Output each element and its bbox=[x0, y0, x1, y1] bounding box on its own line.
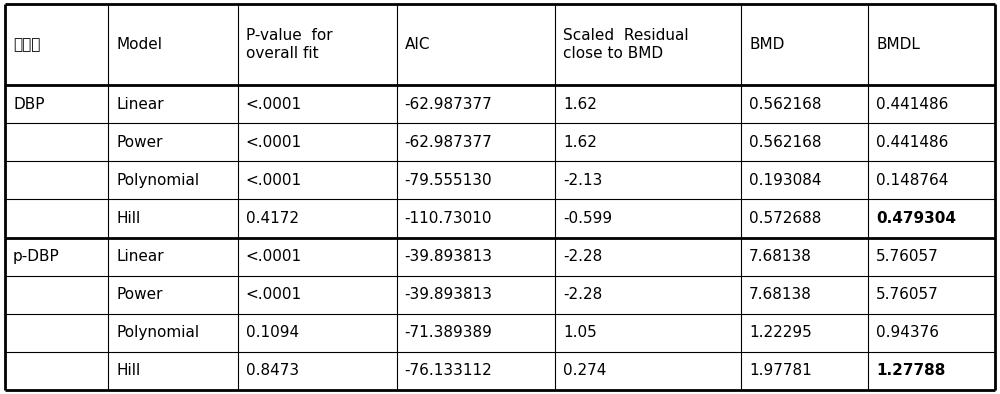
Text: -2.13: -2.13 bbox=[563, 173, 603, 188]
Text: Power: Power bbox=[116, 135, 163, 150]
Text: 7.68138: 7.68138 bbox=[749, 249, 812, 264]
Text: 1.62: 1.62 bbox=[563, 135, 597, 150]
Text: 0.562168: 0.562168 bbox=[749, 135, 822, 150]
Text: Linear: Linear bbox=[116, 249, 164, 264]
Text: 0.148764: 0.148764 bbox=[876, 173, 948, 188]
Text: -0.599: -0.599 bbox=[563, 211, 612, 226]
Text: 1.62: 1.62 bbox=[563, 97, 597, 112]
Text: 0.441486: 0.441486 bbox=[876, 135, 948, 150]
Text: Scaled  Residual
close to BMD: Scaled Residual close to BMD bbox=[563, 28, 689, 61]
Text: <.0001: <.0001 bbox=[246, 173, 302, 188]
Text: -71.389389: -71.389389 bbox=[405, 325, 492, 340]
Text: Hill: Hill bbox=[116, 364, 141, 379]
Text: 1.22295: 1.22295 bbox=[749, 325, 812, 340]
Text: AIC: AIC bbox=[405, 37, 430, 52]
Text: Linear: Linear bbox=[116, 97, 164, 112]
Text: 0.1094: 0.1094 bbox=[246, 325, 299, 340]
Text: <.0001: <.0001 bbox=[246, 97, 302, 112]
Text: Model: Model bbox=[116, 37, 162, 52]
Text: 0.4172: 0.4172 bbox=[246, 211, 299, 226]
Text: 受试物: 受试物 bbox=[13, 37, 40, 52]
Text: -62.987377: -62.987377 bbox=[405, 97, 492, 112]
Text: -39.893813: -39.893813 bbox=[405, 249, 493, 264]
Text: 0.8473: 0.8473 bbox=[246, 364, 299, 379]
Text: 0.572688: 0.572688 bbox=[749, 211, 821, 226]
Text: 0.94376: 0.94376 bbox=[876, 325, 939, 340]
Text: 1.97781: 1.97781 bbox=[749, 364, 812, 379]
Text: Polynomial: Polynomial bbox=[116, 325, 200, 340]
Text: 5.76057: 5.76057 bbox=[876, 287, 939, 302]
Text: <.0001: <.0001 bbox=[246, 287, 302, 302]
Text: -76.133112: -76.133112 bbox=[405, 364, 492, 379]
Text: 0.562168: 0.562168 bbox=[749, 97, 822, 112]
Text: 1.27788: 1.27788 bbox=[876, 364, 945, 379]
Text: P-value  for
overall fit: P-value for overall fit bbox=[246, 28, 332, 61]
Text: BMD: BMD bbox=[749, 37, 784, 52]
Text: -110.73010: -110.73010 bbox=[405, 211, 492, 226]
Text: <.0001: <.0001 bbox=[246, 249, 302, 264]
Text: Power: Power bbox=[116, 287, 163, 302]
Text: -2.28: -2.28 bbox=[563, 249, 603, 264]
Text: DBP: DBP bbox=[13, 97, 44, 112]
Text: 5.76057: 5.76057 bbox=[876, 249, 939, 264]
Text: 0.274: 0.274 bbox=[563, 364, 607, 379]
Text: 0.441486: 0.441486 bbox=[876, 97, 948, 112]
Text: -2.28: -2.28 bbox=[563, 287, 603, 302]
Text: -62.987377: -62.987377 bbox=[405, 135, 492, 150]
Text: BMDL: BMDL bbox=[876, 37, 920, 52]
Text: 0.479304: 0.479304 bbox=[876, 211, 956, 226]
Text: Hill: Hill bbox=[116, 211, 141, 226]
Text: 0.193084: 0.193084 bbox=[749, 173, 822, 188]
Text: 1.05: 1.05 bbox=[563, 325, 597, 340]
Text: Polynomial: Polynomial bbox=[116, 173, 200, 188]
Text: 7.68138: 7.68138 bbox=[749, 287, 812, 302]
Text: p-DBP: p-DBP bbox=[13, 249, 60, 264]
Text: <.0001: <.0001 bbox=[246, 135, 302, 150]
Text: -39.893813: -39.893813 bbox=[405, 287, 493, 302]
Text: -79.555130: -79.555130 bbox=[405, 173, 492, 188]
